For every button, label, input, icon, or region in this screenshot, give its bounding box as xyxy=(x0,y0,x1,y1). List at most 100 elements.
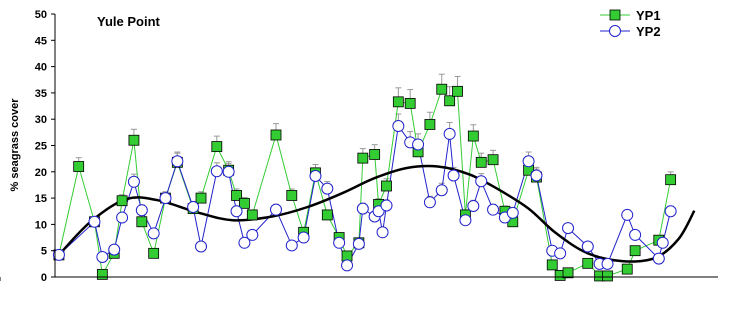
point-yp2 xyxy=(96,251,109,264)
point-yp1 xyxy=(582,257,594,269)
y-ticks: 0 5 10 15 20 25 30 35 40 45 50 xyxy=(35,9,55,284)
point-yp1 xyxy=(286,190,298,201)
point-yp2 xyxy=(159,192,172,205)
point-yp2 xyxy=(147,227,160,240)
point-yp1 xyxy=(128,134,140,146)
legend-marker-yp1 xyxy=(609,9,621,21)
point-yp1 xyxy=(475,156,487,168)
point-yp1 xyxy=(357,152,369,164)
point-yp2 xyxy=(195,240,208,253)
point-yp2 xyxy=(246,228,259,241)
legend-label-yp2: YP2 xyxy=(636,24,661,39)
point-yp1 xyxy=(381,180,392,192)
point-yp2 xyxy=(554,247,567,260)
plot-area xyxy=(52,73,696,282)
point-yp2 xyxy=(447,169,460,182)
point-yp2 xyxy=(506,206,519,219)
point-yp1 xyxy=(246,209,258,221)
legend-marker-yp2 xyxy=(609,25,621,37)
point-yp1 xyxy=(136,216,148,228)
point-yp1 xyxy=(73,161,85,172)
point-yp2 xyxy=(321,182,334,195)
point-yp1 xyxy=(562,267,574,279)
point-yp2 xyxy=(621,208,634,221)
point-yp2 xyxy=(380,199,393,212)
point-yp2 xyxy=(285,239,298,252)
point-yp2 xyxy=(475,175,488,188)
legend-label-yp1: YP1 xyxy=(636,8,661,23)
point-yp2 xyxy=(412,138,425,151)
point-yp2 xyxy=(187,201,200,214)
chart-title: Yule Point xyxy=(97,14,161,29)
point-yp1 xyxy=(452,85,463,97)
point-yp2 xyxy=(423,196,436,209)
point-yp1 xyxy=(546,259,558,271)
point-yp1 xyxy=(621,263,633,275)
point-yp2 xyxy=(116,211,129,224)
point-yp2 xyxy=(459,214,472,227)
point-yp1 xyxy=(467,130,479,142)
point-yp2 xyxy=(127,175,140,188)
point-yp2 xyxy=(210,165,223,178)
point-yp2 xyxy=(601,257,614,270)
point-yp2 xyxy=(222,165,235,178)
point-yp2 xyxy=(333,236,346,249)
y-tick-label: 15 xyxy=(35,193,47,205)
point-yp2 xyxy=(656,236,669,249)
point-yp1 xyxy=(211,141,223,152)
point-yp2 xyxy=(297,231,310,244)
point-yp1 xyxy=(96,268,108,280)
point-yp2 xyxy=(52,248,65,261)
point-yp2 xyxy=(352,237,365,250)
point-yp2 xyxy=(309,170,322,183)
point-yp2 xyxy=(270,203,282,216)
point-yp2 xyxy=(435,184,448,197)
point-yp2 xyxy=(376,226,389,239)
point-yp2 xyxy=(487,203,500,216)
point-yp1 xyxy=(231,190,242,201)
y-tick-label: 45 xyxy=(35,35,47,47)
point-yp1 xyxy=(444,95,456,107)
point-yp2 xyxy=(108,243,121,256)
point-yp1 xyxy=(195,192,207,204)
y-tick-label: 35 xyxy=(35,88,47,100)
point-yp1 xyxy=(148,247,160,259)
y-tick-label: 50 xyxy=(35,9,47,21)
point-yp1 xyxy=(629,245,641,257)
point-yp1 xyxy=(270,129,282,141)
y-tick-label: 10 xyxy=(35,219,47,231)
point-yp2 xyxy=(135,204,148,217)
point-yp2 xyxy=(443,127,456,140)
point-yp1 xyxy=(404,98,416,109)
point-yp1 xyxy=(665,174,677,186)
point-yp2 xyxy=(88,215,101,228)
point-yp1 xyxy=(321,209,333,221)
y-tick-label: 25 xyxy=(35,141,47,153)
y-tick-label: 20 xyxy=(35,167,47,179)
y-tick-label: 0 xyxy=(41,272,47,284)
point-yp1 xyxy=(487,154,499,166)
point-yp2 xyxy=(467,199,480,212)
point-yp2 xyxy=(530,169,543,182)
point-yp1 xyxy=(436,83,448,95)
point-yp2 xyxy=(392,120,405,133)
y-tick-label: 40 xyxy=(35,62,47,74)
point-yp2 xyxy=(341,259,354,272)
point-yp2 xyxy=(629,228,642,241)
point-yp1 xyxy=(239,197,250,209)
point-yp1 xyxy=(369,149,381,160)
point-yp2 xyxy=(238,236,251,249)
point-yp1 xyxy=(116,195,128,207)
point-yp1 xyxy=(424,119,436,130)
point-yp2 xyxy=(581,240,594,253)
point-yp2 xyxy=(562,222,575,235)
point-yp2 xyxy=(171,155,184,168)
y-axis-title: % seagrass cover xyxy=(9,98,21,192)
point-yp1 xyxy=(392,96,404,108)
point-yp1 xyxy=(602,270,613,282)
y-tick-label: 30 xyxy=(35,114,47,126)
point-yp2 xyxy=(230,205,243,218)
y-tick-label: 5 xyxy=(41,246,47,258)
